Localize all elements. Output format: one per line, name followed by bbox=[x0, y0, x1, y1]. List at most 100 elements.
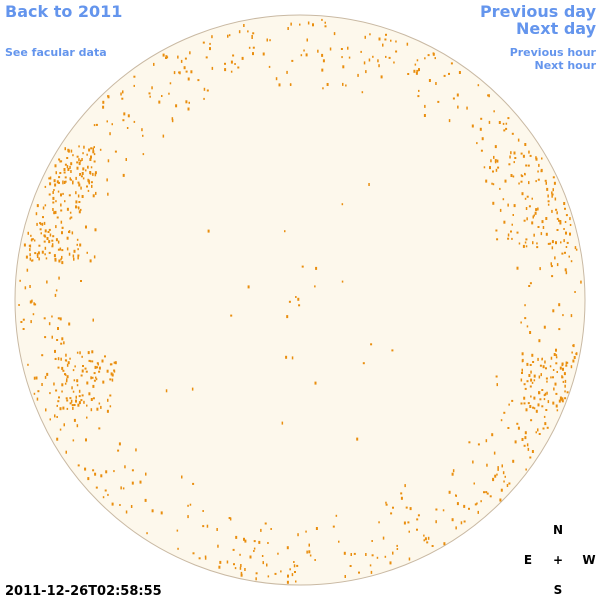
facula bbox=[66, 375, 69, 379]
facula bbox=[80, 208, 82, 211]
facula bbox=[260, 528, 262, 532]
facula bbox=[243, 24, 245, 27]
facula bbox=[93, 153, 96, 156]
facula bbox=[523, 219, 526, 222]
facula bbox=[492, 201, 495, 205]
facula bbox=[118, 442, 121, 446]
facula bbox=[559, 396, 562, 400]
facula bbox=[505, 122, 508, 125]
facula bbox=[451, 518, 454, 522]
facula bbox=[95, 376, 97, 379]
facula bbox=[504, 475, 506, 478]
facula bbox=[70, 149, 73, 153]
facula bbox=[528, 205, 531, 208]
facula bbox=[384, 555, 387, 558]
facula bbox=[69, 217, 71, 220]
facula bbox=[247, 30, 249, 33]
facula bbox=[317, 49, 319, 53]
next-hour-link[interactable]: Next hour bbox=[535, 59, 597, 72]
facula bbox=[179, 71, 181, 75]
facula bbox=[516, 231, 519, 234]
facula bbox=[476, 502, 478, 505]
facula bbox=[481, 137, 484, 141]
facula bbox=[44, 336, 47, 339]
facula bbox=[526, 362, 529, 366]
facula bbox=[512, 459, 515, 463]
previous-hour-link[interactable]: Previous hour bbox=[510, 46, 597, 59]
facula bbox=[40, 232, 42, 235]
facula bbox=[153, 62, 155, 66]
facula bbox=[53, 189, 55, 191]
facula bbox=[473, 482, 475, 485]
facula bbox=[54, 210, 57, 214]
facula bbox=[114, 361, 117, 365]
facula bbox=[495, 229, 498, 232]
facula bbox=[303, 49, 305, 52]
facula bbox=[32, 238, 34, 241]
facula bbox=[341, 203, 344, 206]
facula bbox=[144, 498, 147, 502]
facula bbox=[511, 223, 513, 226]
facular-link[interactable]: See facular data bbox=[5, 46, 107, 59]
facula bbox=[385, 55, 387, 58]
facula bbox=[171, 119, 174, 123]
facula bbox=[183, 66, 186, 70]
facula bbox=[524, 317, 527, 320]
facula bbox=[415, 71, 418, 75]
facula bbox=[490, 159, 492, 163]
facula bbox=[565, 271, 568, 275]
facula bbox=[485, 491, 488, 494]
facula bbox=[178, 71, 180, 74]
facula bbox=[54, 164, 57, 168]
facula bbox=[295, 580, 297, 583]
facula bbox=[535, 208, 538, 212]
facula bbox=[541, 389, 544, 391]
facula bbox=[66, 378, 68, 382]
facula bbox=[48, 240, 51, 244]
facula bbox=[566, 391, 569, 394]
facula bbox=[48, 251, 51, 254]
facula bbox=[580, 280, 582, 284]
facula bbox=[65, 397, 68, 400]
facula bbox=[511, 399, 514, 402]
facula bbox=[59, 160, 62, 163]
facula bbox=[281, 421, 284, 425]
facula bbox=[211, 35, 213, 39]
facula bbox=[516, 422, 519, 425]
facula bbox=[48, 193, 51, 196]
next-day-link[interactable]: Next day bbox=[516, 19, 597, 38]
facula bbox=[192, 552, 195, 555]
facula bbox=[79, 351, 81, 355]
facula bbox=[539, 398, 542, 401]
facula bbox=[502, 198, 505, 201]
facula bbox=[54, 414, 56, 418]
facula bbox=[60, 357, 62, 361]
facula bbox=[389, 561, 392, 565]
facula bbox=[496, 383, 498, 387]
facula bbox=[520, 180, 523, 183]
facula bbox=[308, 543, 310, 547]
back-link[interactable]: Back to 2011 bbox=[5, 2, 122, 21]
facula bbox=[62, 369, 65, 372]
facula bbox=[483, 166, 486, 169]
facula bbox=[468, 441, 471, 444]
facula bbox=[489, 495, 492, 498]
facula bbox=[127, 114, 130, 118]
facula bbox=[110, 372, 113, 376]
facula bbox=[44, 246, 47, 250]
facula bbox=[559, 366, 562, 370]
facula bbox=[451, 472, 454, 476]
facula bbox=[230, 70, 233, 73]
facula bbox=[41, 222, 44, 226]
facula bbox=[62, 180, 64, 183]
facula bbox=[525, 408, 528, 412]
facula bbox=[502, 122, 505, 125]
facula bbox=[94, 365, 97, 369]
previous-day-link[interactable]: Previous day bbox=[480, 2, 597, 21]
facula bbox=[561, 399, 564, 403]
facula bbox=[299, 23, 301, 26]
timestamp: 2011-12-26T02:58:55 bbox=[5, 584, 162, 599]
facula bbox=[503, 411, 506, 414]
facula bbox=[87, 477, 90, 481]
facula bbox=[342, 82, 344, 86]
